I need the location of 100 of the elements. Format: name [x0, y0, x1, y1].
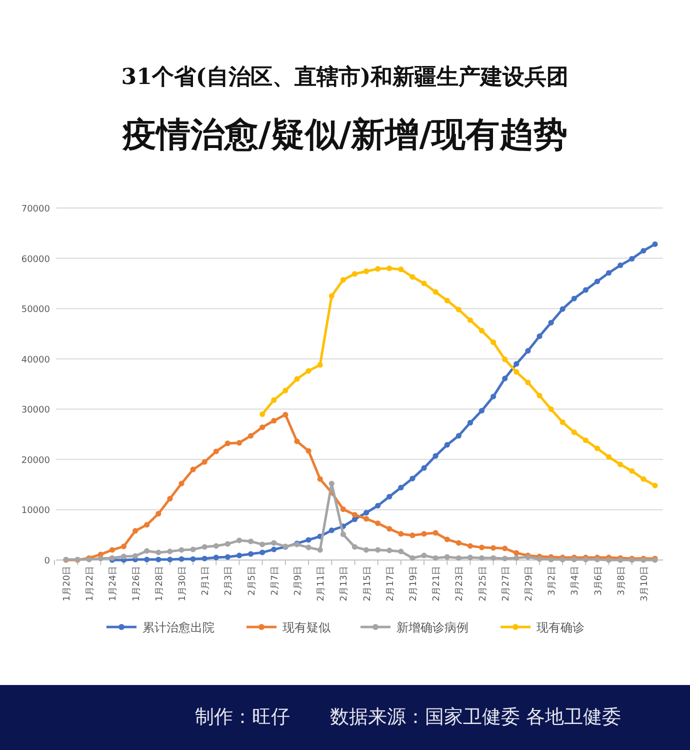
- point: [467, 554, 474, 560]
- point: [340, 277, 346, 283]
- y-tick-label: 60000: [21, 254, 50, 265]
- point: [432, 530, 438, 536]
- point: [352, 512, 358, 518]
- point: [352, 544, 358, 550]
- point: [317, 547, 323, 553]
- point: [271, 397, 277, 403]
- point: [202, 556, 208, 562]
- point: [467, 543, 474, 549]
- point: [456, 540, 462, 546]
- point: [606, 557, 612, 563]
- point: [328, 293, 334, 299]
- point: [652, 482, 658, 488]
- point: [224, 554, 230, 560]
- point: [410, 532, 416, 538]
- point: [410, 555, 416, 561]
- point: [178, 556, 184, 562]
- point: [490, 545, 496, 551]
- legend-label: 累计治愈出院: [142, 620, 214, 634]
- point: [375, 266, 381, 272]
- source-note: 数据来源：国家卫健委 各地卫健委: [330, 706, 622, 728]
- point: [444, 298, 450, 304]
- point: [248, 551, 254, 557]
- point: [514, 361, 520, 367]
- point: [606, 454, 612, 460]
- y-tick-label: 0: [44, 556, 50, 566]
- legend-label: 新增确诊病例: [396, 620, 468, 634]
- point: [502, 546, 508, 552]
- point: [236, 552, 242, 558]
- point: [444, 536, 450, 542]
- x-tick-label: 1月30日: [178, 566, 188, 602]
- chart-subtitle: 疫情治愈/疑似/新增/现有趋势: [121, 115, 568, 155]
- point: [398, 548, 404, 554]
- point: [156, 550, 162, 556]
- x-tick-label: 1月28日: [154, 566, 165, 602]
- point: [178, 547, 184, 553]
- point: [109, 547, 115, 553]
- point: [525, 348, 531, 354]
- x-tick-label: 2月21日: [432, 566, 442, 602]
- point: [260, 411, 266, 417]
- x-tick-label: 3月4日: [570, 566, 581, 596]
- point: [571, 296, 577, 302]
- point: [536, 556, 542, 562]
- point: [294, 376, 300, 382]
- point: [410, 476, 416, 482]
- chart-title: 31个省(自治区、直辖市)和新疆生产建设兵团: [121, 64, 569, 90]
- point: [167, 548, 173, 554]
- point: [202, 459, 208, 465]
- point: [398, 266, 404, 272]
- point: [582, 287, 589, 293]
- x-tick-label: 3月10日: [640, 566, 650, 602]
- point: [502, 556, 508, 562]
- point: [132, 528, 138, 534]
- point: [156, 510, 162, 517]
- point: [618, 462, 624, 468]
- point: [514, 555, 520, 561]
- x-tick-label: 2月13日: [340, 566, 350, 602]
- point: [456, 555, 462, 561]
- point: [456, 432, 462, 439]
- point: [363, 547, 370, 553]
- point: [224, 541, 230, 547]
- point: [421, 552, 427, 558]
- point: [606, 270, 612, 276]
- point: [421, 280, 427, 286]
- x-tick-label: 2月3日: [224, 566, 234, 596]
- point: [120, 554, 127, 560]
- point: [421, 465, 427, 471]
- point: [328, 480, 334, 486]
- point: [398, 531, 404, 537]
- point: [560, 306, 566, 312]
- x-tick-label: 1月24日: [108, 566, 119, 602]
- point: [144, 522, 150, 528]
- point: [260, 542, 266, 548]
- point: [536, 392, 542, 398]
- point: [502, 356, 508, 362]
- point: [178, 480, 184, 486]
- point: [640, 476, 646, 482]
- point: [282, 388, 288, 394]
- x-tick-label: 2月25日: [478, 566, 488, 602]
- point: [490, 394, 496, 400]
- point: [120, 544, 127, 550]
- point: [571, 429, 577, 436]
- y-tick-label: 30000: [21, 406, 50, 416]
- point: [352, 271, 358, 277]
- point: [478, 544, 485, 550]
- point: [444, 554, 450, 560]
- y-tick-label: 70000: [21, 204, 50, 214]
- point: [386, 494, 392, 500]
- point: [432, 555, 438, 561]
- point: [548, 556, 554, 562]
- point: [306, 537, 312, 543]
- legend-label: 现有疑似: [282, 620, 330, 634]
- point: [386, 526, 392, 532]
- point: [363, 268, 370, 274]
- point: [317, 362, 323, 368]
- point: [478, 328, 485, 334]
- x-tick-label: 2月7日: [270, 566, 280, 596]
- point: [144, 556, 150, 562]
- point: [236, 538, 242, 544]
